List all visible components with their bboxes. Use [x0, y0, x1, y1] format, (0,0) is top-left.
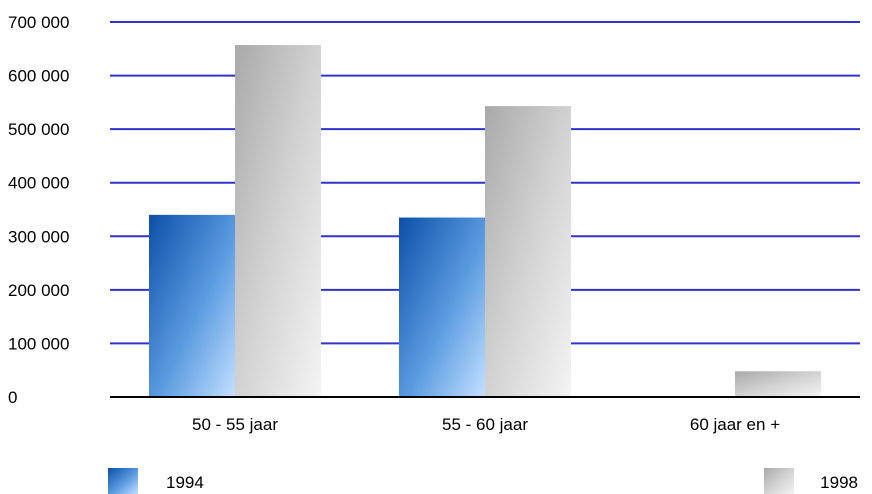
y-tick-label: 700 000 [8, 13, 69, 32]
legend-label-1998: 1998 [820, 473, 858, 492]
x-tick-label: 60 jaar en + [690, 415, 780, 434]
bars [149, 45, 821, 398]
x-axis-labels: 50 - 55 jaar 55 - 60 jaar 60 jaar en + [192, 415, 780, 434]
y-tick-label: 0 [8, 388, 17, 407]
bar-1994-0 [149, 214, 235, 397]
y-tick-label: 200 000 [8, 281, 69, 300]
bar-1998-1 [485, 106, 571, 397]
bar-1998-2 [735, 371, 821, 397]
bar-1998-0 [235, 45, 321, 398]
legend-swatch-1998 [764, 468, 794, 494]
bar-1994-1 [399, 217, 485, 397]
legend: 1994 1998 [108, 468, 858, 494]
legend-label-1994: 1994 [166, 473, 204, 492]
y-tick-label: 600 000 [8, 67, 69, 86]
y-axis-ticks: 0 100 000 200 000 300 000 400 000 500 000 600 … [8, 13, 69, 407]
x-tick-label: 55 - 60 jaar [442, 415, 528, 434]
y-tick-label: 100 000 [8, 334, 69, 353]
legend-swatch-1994 [108, 468, 138, 494]
y-tick-label: 400 000 [8, 174, 69, 193]
y-tick-label: 300 000 [8, 227, 69, 246]
x-tick-label: 50 - 55 jaar [192, 415, 278, 434]
y-tick-label: 500 000 [8, 120, 69, 139]
